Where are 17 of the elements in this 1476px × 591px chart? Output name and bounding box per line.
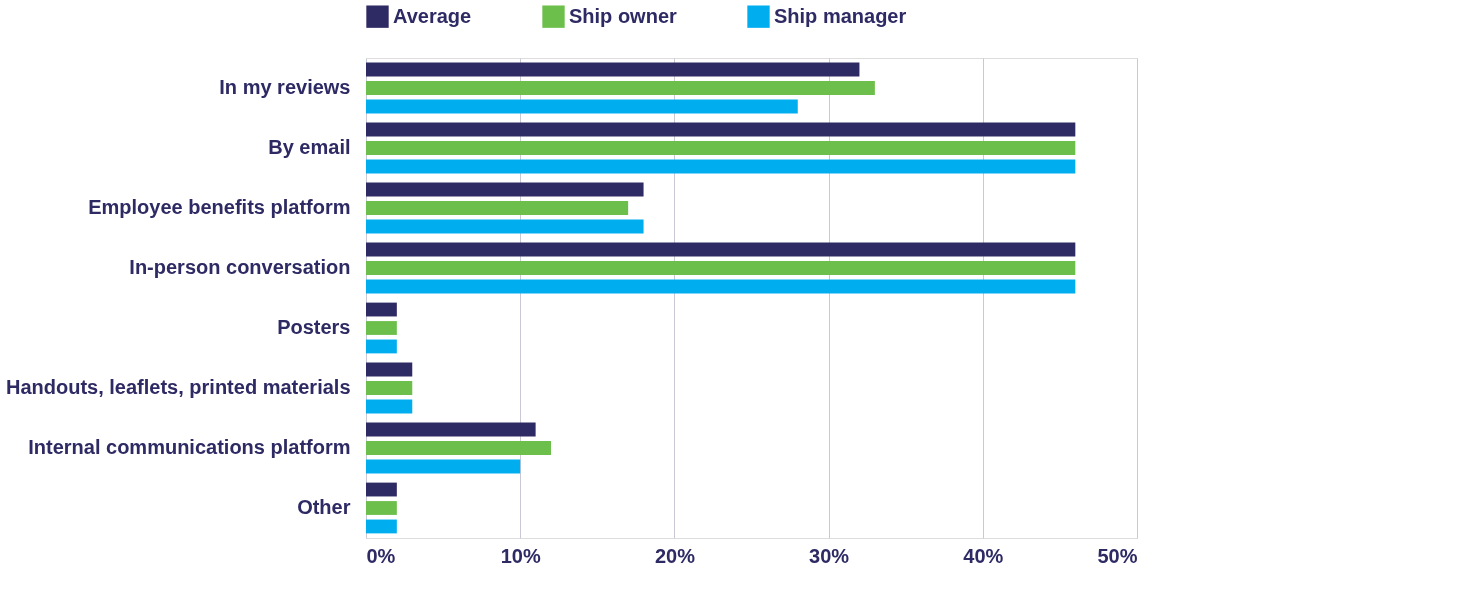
- y-tick-label: Posters: [277, 316, 351, 338]
- y-tick-label: By email: [268, 136, 351, 158]
- x-tick-label: 20%: [654, 544, 696, 567]
- legend-label: Ship manager: [774, 4, 907, 27]
- x-tick-label: 0%: [366, 544, 396, 567]
- x-tick-label: 50%: [1097, 544, 1138, 567]
- x-tick-label: 40%: [963, 544, 1004, 567]
- x-tick-label: 30%: [809, 544, 850, 567]
- y-tick-label: In-person conversation: [129, 256, 351, 278]
- y-tick-label: In my reviews: [219, 76, 351, 98]
- y-tick-label: Handouts, leaflets, printed materials: [5, 376, 351, 398]
- y-tick-label: Internal communications platform: [28, 436, 351, 458]
- x-tick-label: 10%: [500, 544, 541, 567]
- y-tick-label: Other: [297, 496, 351, 518]
- legend-label: Ship owner: [569, 4, 677, 27]
- legend-label: Average: [393, 4, 472, 27]
- y-tick-label: Employee benefits platform: [88, 196, 351, 218]
